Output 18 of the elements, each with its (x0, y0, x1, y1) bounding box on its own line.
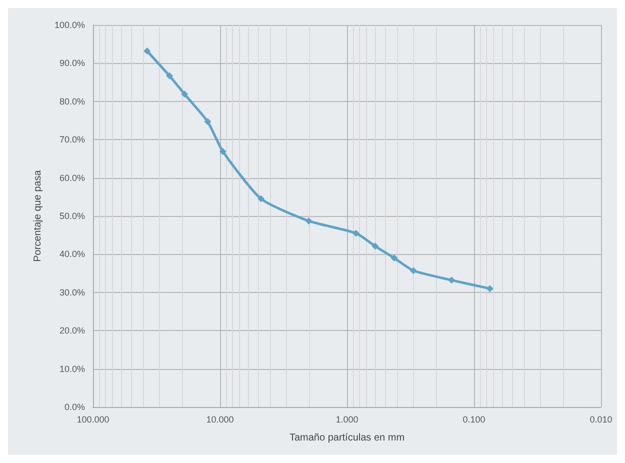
y-tick-label: 60.0% (59, 172, 85, 183)
y-axis-title: Porcentaje que pasa (32, 170, 44, 262)
y-tick-label: 90.0% (59, 58, 85, 68)
x-tick-label: 100.000 (76, 414, 110, 424)
y-tick-label: 30.0% (59, 287, 85, 298)
x-tick-label: 0.010 (590, 414, 612, 424)
y-tick-label: 50.0% (59, 211, 85, 221)
y-tick-label: 0.0% (64, 402, 85, 412)
x-tick-label: 0.100 (462, 414, 486, 424)
y-tick-label: 40.0% (59, 249, 85, 260)
y-tick-label: 100.0% (54, 20, 85, 30)
x-axis-title: Tamaño partículas en mm (289, 432, 405, 444)
y-tick-label: 70.0% (59, 134, 85, 145)
y-tick-label: 20.0% (59, 326, 85, 336)
y-tick-label: 10.0% (59, 364, 85, 374)
y-tick-label: 80.0% (59, 96, 85, 106)
x-tick-label: 10.000 (206, 414, 234, 424)
x-tick-label: 1.000 (336, 414, 358, 424)
